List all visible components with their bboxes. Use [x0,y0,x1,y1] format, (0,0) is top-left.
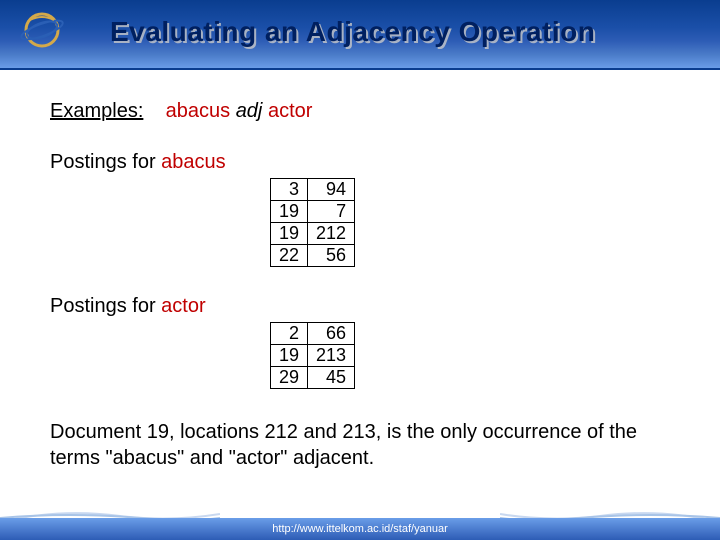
table-cell: 2 [271,323,308,345]
table-row: 19213 [271,345,355,367]
table-cell: 7 [308,201,355,223]
examples-word1: abacus [166,100,231,122]
table-row: 197 [271,201,355,223]
examples-label: Examples: [50,100,143,122]
conclusion-text: Document 19, locations 212 and 213, is t… [50,419,670,471]
postings2-term: actor [161,295,205,317]
postings1-label: Postings for [50,151,161,173]
table-cell: 19 [271,345,308,367]
header-bar: Evaluating an Adjacency Operation [0,0,720,70]
postings1-table: 394197192122256 [270,178,355,267]
table-row: 19212 [271,223,355,245]
postings1-line: Postings for abacus [50,151,670,174]
table-cell: 213 [308,345,355,367]
table-cell: 56 [308,245,355,267]
table-row: 394 [271,179,355,201]
table-cell: 22 [271,245,308,267]
postings2-line: Postings for actor [50,295,670,318]
table-row: 2945 [271,367,355,389]
page-title: Evaluating an Adjacency Operation [110,16,595,48]
table-cell: 66 [308,323,355,345]
postings2-label: Postings for [50,295,161,317]
table-cell: 94 [308,179,355,201]
postings1-table-wrap: 394197192122256 [270,178,670,267]
table-cell: 19 [271,201,308,223]
table-cell: 212 [308,223,355,245]
table-cell: 45 [308,367,355,389]
examples-operator: adj [236,100,263,122]
examples-word2: actor [268,100,312,122]
footer-url: http://www.ittelkom.ac.id/staf/yanuar [0,518,720,540]
table-row: 2256 [271,245,355,267]
postings2-table-wrap: 266192132945 [270,322,670,389]
globe-logo-icon [14,6,70,54]
postings2-table: 266192132945 [270,322,355,389]
examples-line: Examples: abacus adj actor [50,100,670,123]
content-area: Examples: abacus adj actor Postings for … [0,70,720,501]
table-cell: 19 [271,223,308,245]
postings1-term: abacus [161,151,226,173]
table-cell: 3 [271,179,308,201]
table-cell: 29 [271,367,308,389]
table-row: 266 [271,323,355,345]
